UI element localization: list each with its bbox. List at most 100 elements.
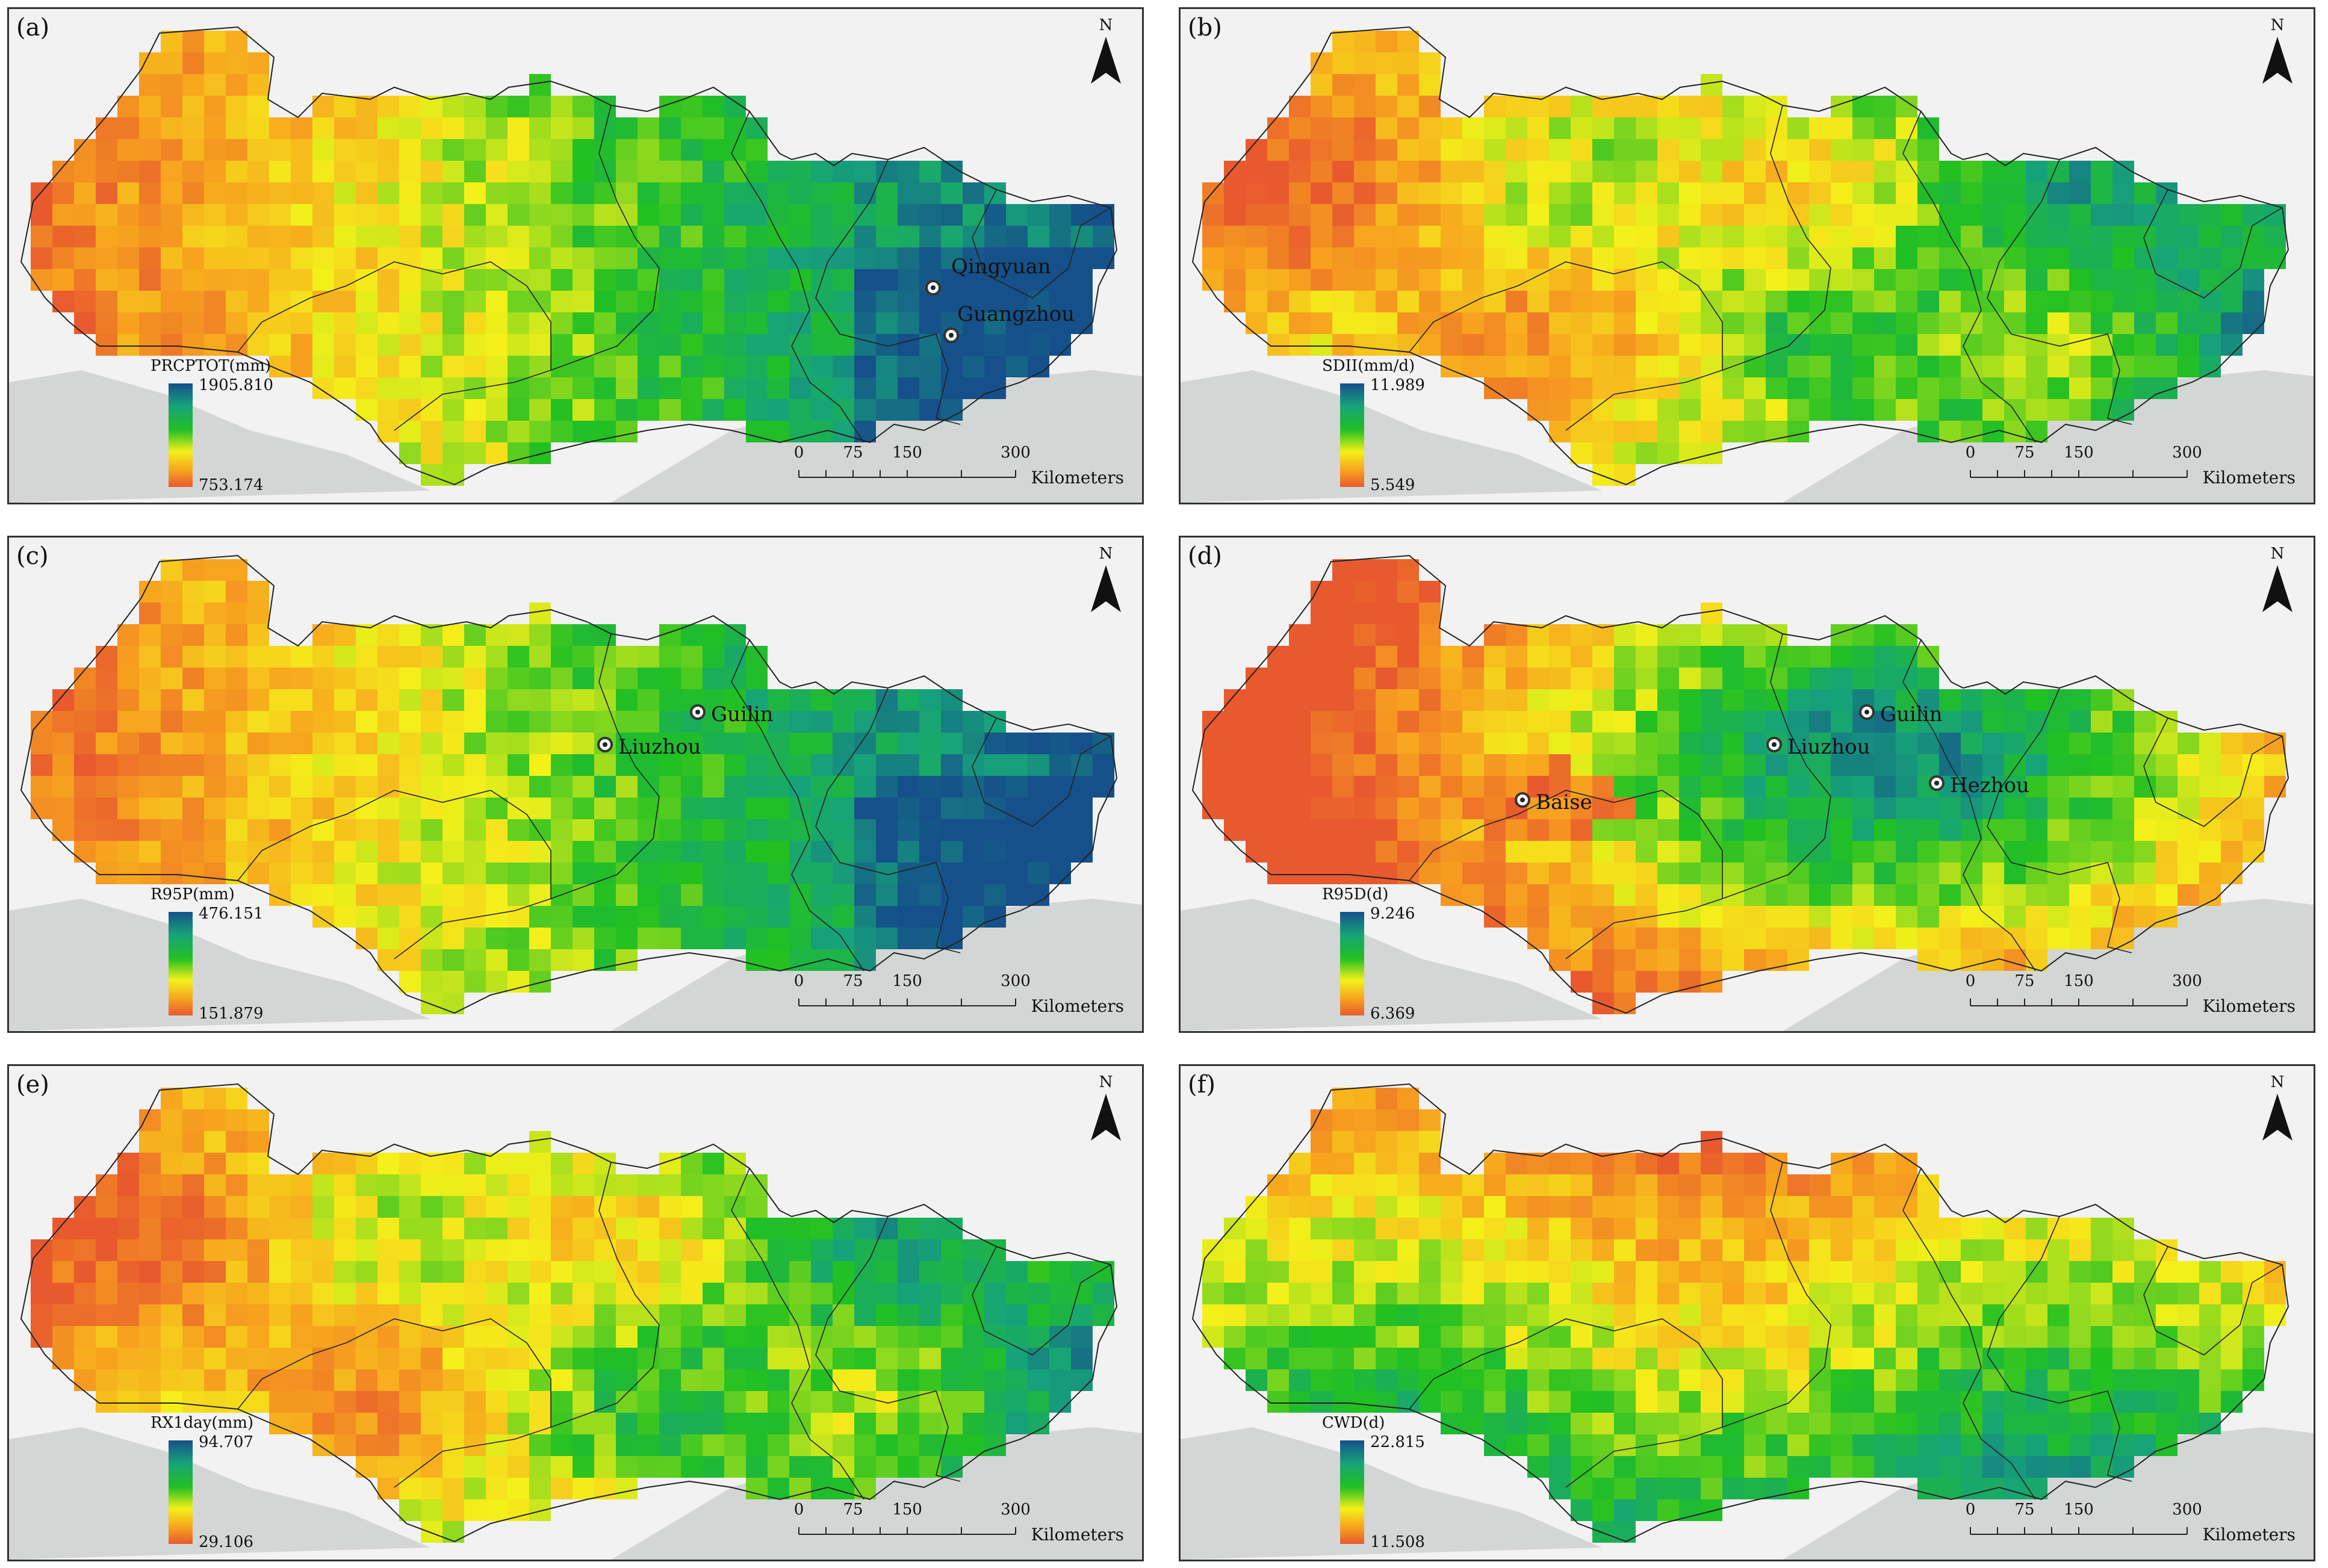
- admin-boundary: [972, 189, 1111, 299]
- surrounding-land: [1181, 1427, 1602, 1560]
- city-label: Guangzhou: [957, 302, 1075, 326]
- surrounding-land: [611, 899, 1142, 1031]
- scale-tick-label: 0: [793, 972, 804, 990]
- surrounding-land: [1783, 370, 2314, 503]
- legend-title: PRCPTOT(mm): [151, 357, 272, 375]
- scale-tick-label: 75: [843, 972, 863, 990]
- admin-boundary: [394, 1162, 660, 1488]
- scale-bar: 0 75 150 300 Kilometers: [1958, 1501, 2295, 1549]
- scale-tick-label: 0: [793, 444, 804, 462]
- legend-max-value: 22.815: [1370, 1433, 1425, 1451]
- panel-label: (d): [1188, 542, 1222, 570]
- scale-tick-label: 300: [1001, 972, 1031, 990]
- scale-unit: Kilometers: [1031, 996, 1124, 1016]
- legend-title: SDII(mm/d): [1322, 357, 1415, 375]
- scale-tick-label: 150: [892, 1501, 922, 1519]
- scale-unit: Kilometers: [2202, 1525, 2295, 1545]
- scale-tick-label: 150: [2064, 1501, 2094, 1519]
- region-outline: [20, 554, 1118, 1014]
- region-outline: [1191, 554, 2289, 1014]
- admin-boundary: [237, 1318, 551, 1427]
- north-arrow-icon: [1091, 37, 1121, 84]
- city-label: Hezhou: [1950, 773, 2029, 798]
- scale-unit: Kilometers: [2202, 996, 2295, 1016]
- scale-tick-label: 75: [843, 1501, 863, 1519]
- legend-color-bar: [1340, 1440, 1364, 1544]
- city-label: Guilin: [1880, 702, 1943, 727]
- admin-boundary: [1902, 1168, 2036, 1500]
- admin-boundary: [2143, 189, 2283, 299]
- admin-boundary: [731, 639, 864, 971]
- legend-color-bar: [169, 383, 193, 487]
- scale-bar-line: [1970, 1527, 2188, 1535]
- admin-boundary: [1987, 687, 2132, 953]
- city-marker-icon: [925, 280, 941, 296]
- admin-boundary: [1565, 633, 1831, 959]
- surrounding-land: [611, 1427, 1142, 1560]
- scale-tick-label: 0: [1965, 1501, 1976, 1519]
- scale-bar-line: [798, 1527, 1016, 1535]
- legend-max-value: 1905.810: [199, 376, 274, 394]
- north-label: N: [1099, 16, 1113, 34]
- legend-color-bar: [1340, 912, 1364, 1015]
- legend-min-value: 29.106: [199, 1533, 253, 1551]
- map-panel: (a) N PRCPTOT(mm) 1905.810 753.174 0 75 150 300 K…: [7, 7, 1144, 504]
- north-arrow-icon: [2262, 1094, 2292, 1141]
- scale-tick-label: 150: [892, 972, 922, 990]
- city-label: Qingyuan: [951, 255, 1051, 279]
- city-marker-icon: [943, 327, 959, 343]
- legend-min-value: 5.549: [1370, 476, 1415, 494]
- north-arrow-icon: [2262, 37, 2292, 84]
- scale-bar: 0 75 150 300 Kilometers: [787, 444, 1124, 492]
- color-legend: SDII(mm/d) 11.989 5.549: [1322, 357, 1491, 501]
- surrounding-land: [1783, 1427, 2314, 1560]
- surrounding-land: [9, 1427, 430, 1560]
- map-panel: (c) N R95P(mm) 476.151 151.879 0 75 150 300 Kilom…: [7, 536, 1144, 1033]
- surrounding-land: [9, 370, 430, 503]
- surrounding-land: [1783, 899, 2314, 1031]
- city-marker-icon: [1766, 737, 1782, 752]
- scale-tick-label: 0: [793, 1501, 804, 1519]
- city-marker-icon: [1929, 775, 1945, 791]
- admin-boundary: [972, 717, 1111, 827]
- scale-tick-label: 75: [2014, 444, 2035, 462]
- admin-boundary: [1902, 639, 2036, 971]
- scale-tick-label: 150: [892, 444, 922, 462]
- city-marker-icon: [1515, 792, 1530, 808]
- admin-boundary: [1987, 1216, 2132, 1482]
- scale-tick-label: 75: [2014, 972, 2035, 990]
- scale-tick-label: 150: [2064, 444, 2094, 462]
- map-panel: (b) N SDII(mm/d) 11.989 5.549 0 75 150 300 Kilome…: [1179, 7, 2315, 504]
- map-canvas: [9, 1083, 1142, 1560]
- admin-boundary: [731, 1168, 864, 1500]
- panel-label: (b): [1188, 14, 1222, 42]
- region-outline: [20, 1083, 1118, 1543]
- admin-boundary: [2143, 717, 2283, 827]
- panel-label: (c): [16, 542, 49, 570]
- scale-unit: Kilometers: [1031, 468, 1124, 488]
- north-label: N: [2270, 16, 2285, 34]
- scale-bar: 0 75 150 300 Kilometers: [1958, 972, 2295, 1020]
- legend-title: CWD(d): [1322, 1414, 1385, 1432]
- map-canvas: [9, 554, 1142, 1031]
- admin-boundary: [1565, 105, 1831, 431]
- admin-boundary: [394, 633, 660, 959]
- scale-bar-line: [1970, 470, 2188, 478]
- scale-bar-line: [798, 999, 1016, 1006]
- north-arrow: N: [2259, 545, 2295, 617]
- city-label: Guilin: [711, 702, 774, 727]
- map-panel: (f) N CWD(d) 22.815 11.508 0 75 150 300 Kilometer…: [1179, 1064, 2315, 1561]
- legend-title: RX1day(mm): [151, 1414, 254, 1432]
- admin-boundary: [731, 111, 864, 443]
- scale-tick-label: 300: [1001, 1501, 1031, 1519]
- color-legend: R95P(mm) 476.151 151.879: [151, 885, 319, 1030]
- map-panel: (d) N R95D(d) 9.246 6.369 0 75 150 300 Kilometers…: [1179, 536, 2315, 1033]
- panel-label: (a): [16, 14, 50, 42]
- north-arrow: N: [1088, 545, 1124, 617]
- surrounding-land: [1181, 899, 1602, 1031]
- raster-grid: [31, 559, 1114, 1014]
- north-arrow: N: [1088, 16, 1124, 88]
- admin-boundary: [1409, 790, 1723, 899]
- legend-max-value: 9.246: [1370, 905, 1415, 923]
- north-arrow: N: [1088, 1073, 1124, 1145]
